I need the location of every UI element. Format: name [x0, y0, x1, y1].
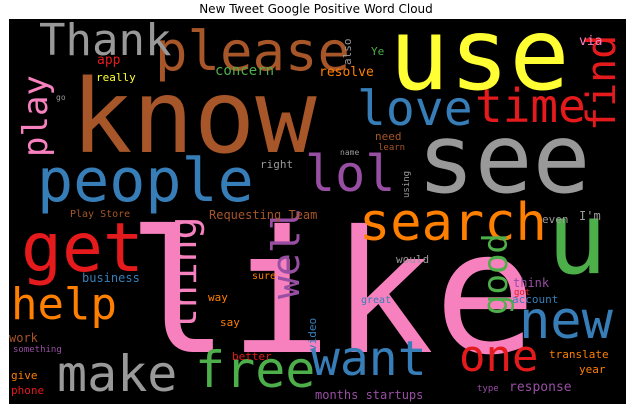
word-time: time: [475, 79, 586, 133]
word-better: better: [232, 350, 272, 363]
word-resolve: resolve: [319, 65, 374, 80]
word-know: know: [71, 58, 317, 177]
word-love: love: [357, 81, 473, 137]
word-learn: learn: [378, 143, 406, 153]
word-something: something: [13, 345, 62, 355]
word-translate: translate: [549, 348, 609, 361]
word-requesting-team: Requesting Team: [209, 208, 318, 222]
word-like: like: [127, 195, 537, 393]
word-u: u: [547, 180, 608, 297]
word-months-startups: months startups: [315, 388, 424, 402]
word-via: via: [579, 34, 603, 49]
word-app: app: [97, 53, 121, 68]
word-new: new: [519, 291, 613, 351]
word-way: way: [208, 291, 228, 304]
word-good: good: [476, 233, 516, 315]
word-using: using: [402, 170, 412, 198]
word-thing: thing: [161, 216, 205, 331]
word-need: need: [375, 130, 402, 143]
word-ye: Ye: [371, 45, 385, 58]
word-got: got: [514, 288, 531, 298]
word-response: response: [509, 380, 572, 395]
word-type: type: [477, 384, 499, 394]
word-please: please: [155, 20, 351, 83]
word-business: business: [82, 271, 140, 285]
word-right: right: [260, 158, 294, 171]
word-great: great: [361, 295, 392, 306]
word-find: find: [579, 34, 625, 131]
word-one: one: [459, 331, 539, 382]
word-give: give: [11, 369, 38, 382]
word-year: year: [579, 363, 606, 376]
word-thank: Thank: [39, 19, 172, 66]
word-lol: lol: [305, 145, 396, 203]
word-work: work: [9, 331, 38, 345]
word-play-store: Play Store: [70, 209, 131, 220]
word-play: play: [16, 75, 56, 157]
word-would: would: [396, 253, 430, 266]
word-video: video: [306, 317, 319, 351]
word-name: name: [340, 148, 360, 157]
word-also: also: [341, 38, 354, 66]
word-cloud-canvas: like know use see u people please get search lol l…: [9, 19, 626, 404]
word-go: go: [56, 93, 66, 102]
word-help: help: [11, 279, 117, 330]
word-say: say: [220, 316, 240, 329]
word-sure: sure: [252, 271, 277, 282]
word-concern: concern: [215, 63, 275, 79]
word-really: really: [96, 71, 136, 84]
word-make: make: [57, 345, 178, 403]
word-search: search: [359, 193, 547, 253]
word-think: think: [513, 276, 550, 290]
word-people: people: [37, 146, 254, 216]
word-want: want: [311, 331, 427, 387]
word-see: see: [417, 103, 591, 215]
word-free: free: [195, 341, 316, 399]
word-even: even: [542, 213, 569, 226]
word-phone: phone: [11, 384, 45, 397]
word-use: use: [389, 19, 570, 113]
word-account: account: [512, 293, 559, 306]
word-get: get: [21, 209, 144, 288]
chart-title: New Tweet Google Positive Word Cloud: [199, 2, 433, 16]
word-im: I'm: [579, 209, 601, 223]
